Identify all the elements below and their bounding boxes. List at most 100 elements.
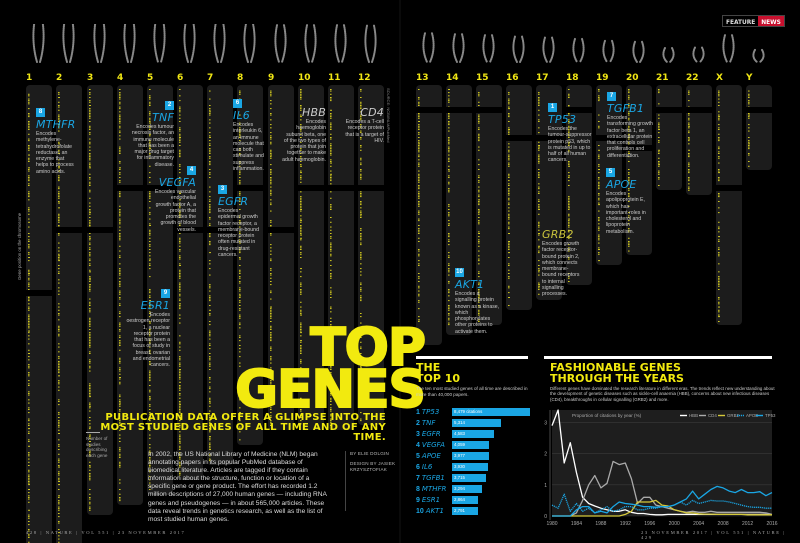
legend-label: APOE <box>746 413 758 418</box>
top10-gene-label: 10 AKT1 <box>416 506 444 515</box>
chromosome-outline-icon <box>478 24 500 64</box>
chromosome-column <box>295 85 327 430</box>
gene-description: Encodes epidermal growth factor receptor… <box>218 208 259 259</box>
centromere <box>533 135 565 141</box>
top10-row: 8 MTHFR 3,294 <box>416 483 534 494</box>
chromosome-label: 20 <box>626 73 639 83</box>
top10-row: 7 TGFB1 3,715 <box>416 472 534 483</box>
chromosome-column <box>174 85 206 480</box>
gene-ticks <box>119 89 121 502</box>
centromere <box>174 227 206 233</box>
gene-description: Encodes tumour necrosis factor, an immun… <box>131 124 174 168</box>
centromere <box>473 107 505 113</box>
rank-badge: 8 <box>36 108 45 117</box>
gene-ticks <box>209 90 211 462</box>
chromosome-outline-icon <box>330 24 352 64</box>
chromosome-column <box>743 85 775 170</box>
gene-ticks <box>568 89 570 282</box>
folio-left: 428 | NATURE | VOL 551 | 23 NOVEMBER 201… <box>26 530 186 535</box>
centromere <box>325 185 357 191</box>
gene-name: IL6 <box>233 109 250 122</box>
design-credit: DESIGN BY JASIEK KRZYSZTOFIAK <box>350 461 396 472</box>
chromosome-outline-icon <box>748 24 770 64</box>
chromosome-label: 14 <box>446 73 459 83</box>
chromosome-outline-icon <box>688 24 710 64</box>
y-tick-label: 0 <box>544 514 547 520</box>
gene-ticks <box>448 89 450 326</box>
gene-name: VEGFA <box>158 176 196 189</box>
centromere <box>265 227 297 233</box>
byline: BY ELIE DOLGIN DESIGN BY JASIEK KRZYSZTO… <box>345 451 397 511</box>
top10-gene-label: 2 TNF <box>416 418 436 427</box>
chromosome-label: 1 <box>26 73 33 83</box>
centromere <box>563 107 595 113</box>
chromosome-outline-icon <box>568 24 590 64</box>
plot-area <box>552 410 772 516</box>
top10-gene-label: 4 VEGFA <box>416 440 445 449</box>
top10-gene-label: 5 APOE <box>416 451 441 460</box>
y-tick-label: 3 <box>544 420 547 426</box>
gene-card-cd4: CD4 Encodes a T-cell receptor protein th… <box>344 106 384 144</box>
chromosome-label: 22 <box>686 73 699 83</box>
x-tick-label: 1992 <box>620 521 631 527</box>
top10-bar: 3,715 <box>452 473 487 482</box>
gene-description: Encodes oestrogen receptor 1, a nuclear … <box>126 312 170 369</box>
chromosome-label: 13 <box>416 73 429 83</box>
headline: TOP GENES <box>140 321 427 417</box>
chromosome-column <box>355 85 387 425</box>
chromosome-outline-icon <box>119 17 141 64</box>
chromosome-outline-icon <box>718 24 740 64</box>
x-tick-label: 1984 <box>571 521 582 527</box>
chromosome-column <box>413 85 445 345</box>
centromere <box>593 135 625 141</box>
gene-ticks <box>688 90 690 191</box>
centromere <box>144 185 176 191</box>
legend-label: HBB <box>689 413 698 418</box>
gene-ticks <box>538 92 540 295</box>
rank-badge: 4 <box>187 166 196 175</box>
gene-description: Encodes methylene-tetrahydrofolate reduc… <box>36 131 74 175</box>
top10-bar: 3,294 <box>452 484 483 493</box>
top10-row: 5 APOE 3,977 <box>416 450 534 461</box>
chromosome-outline-icon <box>628 24 650 64</box>
chromosome-label: 17 <box>536 73 549 83</box>
chromosome-column <box>623 85 655 255</box>
top10-bar: 8,479 citations <box>452 407 530 416</box>
gene-ticks <box>270 90 272 426</box>
gene-name: TP53 <box>548 113 577 126</box>
top10-bar: 3,930 <box>452 462 489 471</box>
chromosome-outline-icon <box>179 19 201 64</box>
top10-gene-label: 8 MTHFR <box>416 484 447 493</box>
chromosome-label: 21 <box>656 73 669 83</box>
chromosome-outline-icon <box>300 24 322 64</box>
chromosome-outline-icon <box>658 24 680 64</box>
fashion-title: FASHIONABLE GENES THROUGH THE YEARS <box>550 361 684 385</box>
gene-ticks <box>748 90 750 167</box>
centromere <box>204 227 236 233</box>
divider <box>544 356 772 359</box>
centromere <box>713 185 745 191</box>
chromosome-label: Y <box>746 73 753 83</box>
y-tick-label: 2 <box>544 452 547 458</box>
gene-ticks <box>58 92 60 543</box>
centromere <box>683 107 715 113</box>
top10-bar: 4,583 <box>452 429 495 438</box>
gene-description: Encodes interleukin 6, an immune molecul… <box>233 122 264 173</box>
centromere <box>84 227 116 233</box>
top10-gene-label: 7 TGFB1 <box>416 473 445 482</box>
x-tick-label: 2004 <box>693 521 704 527</box>
gene-card-mthfr: 8 MTHFR Encodes methylene-tetrahydrofola… <box>36 100 78 175</box>
gene-card-esr1: 9 ESR1 Encodes oestrogen receptor 1, a n… <box>126 281 170 369</box>
chromosome-label: 19 <box>596 73 609 83</box>
top10-panel: THE TOP 10 The ten most studied genes of … <box>416 356 534 516</box>
chromosome-outline-icon <box>28 17 50 64</box>
x-tick-label: 1988 <box>595 521 606 527</box>
legend-label: GRB2 <box>727 413 740 418</box>
gene-ticks <box>330 89 332 426</box>
centromere <box>443 107 475 113</box>
chromosome-outline-icon <box>89 17 111 64</box>
line-chart: 0 1 2 3 1980 1984 1988 1992 1996 2000 2004 2008 2012… <box>544 409 778 527</box>
top10-bar: 2,864 <box>452 495 479 504</box>
top10-row: 2 TNF 5,314 <box>416 417 534 428</box>
studies-legend-note: Number of studies describing each gene <box>86 432 116 458</box>
